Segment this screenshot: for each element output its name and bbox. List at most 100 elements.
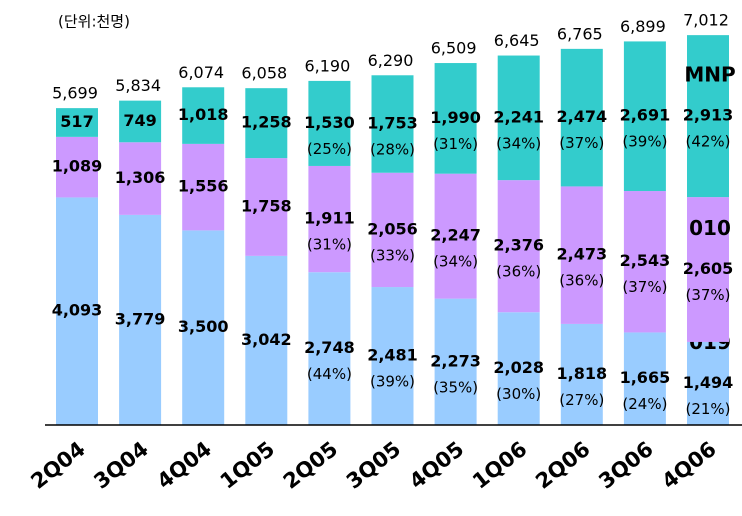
x-tick-label: 2Q06 [531, 437, 594, 494]
bar-segment [56, 108, 98, 137]
total-label: 6,058 [241, 64, 287, 83]
value-label: 1,753 [367, 114, 418, 133]
bar-segment [623, 332, 666, 425]
total-label: 6,765 [557, 24, 603, 43]
value-label: 1,990 [430, 108, 481, 127]
share-label: (34%) [496, 134, 541, 152]
bar-segment [623, 191, 666, 333]
value-label: 2,473 [556, 245, 607, 264]
x-tick-label: 1Q05 [216, 437, 279, 494]
bar-segment [56, 136, 98, 198]
value-label: 2,474 [556, 107, 607, 126]
bar-segment [560, 48, 603, 187]
bar-segment [434, 298, 477, 425]
bar-segment [687, 197, 729, 342]
value-label: 1,665 [620, 368, 671, 387]
value-label: 3,779 [115, 309, 166, 328]
share-label: (37%) [559, 134, 604, 152]
total-label: 6,290 [368, 51, 414, 70]
value-label: 749 [123, 111, 156, 130]
value-label: 1,556 [178, 177, 229, 196]
bar-segment [245, 88, 288, 159]
x-tick-label: 2Q04 [26, 437, 89, 494]
bar-segment [245, 158, 288, 256]
share-label: (37%) [685, 286, 730, 304]
bar-segment [119, 142, 162, 215]
bar-segment [308, 272, 351, 425]
value-label: 2,241 [493, 107, 544, 126]
value-label: 2,605 [683, 259, 734, 278]
bar-segment [182, 230, 225, 425]
value-label: 2,481 [367, 346, 418, 365]
value-label: 3,042 [241, 330, 292, 349]
bar-segment [371, 75, 414, 173]
bar-segment [434, 173, 477, 299]
bar-segment [434, 63, 477, 174]
bar-segment [308, 80, 351, 166]
value-label: 2,913 [683, 106, 734, 125]
value-label: 1,494 [683, 373, 734, 392]
share-label: (42%) [685, 133, 730, 151]
bar-segment [687, 341, 729, 425]
value-label: 4,093 [52, 301, 103, 320]
x-tick-label: 1Q06 [468, 437, 531, 494]
bar-segment [371, 287, 414, 425]
x-tick-label: 4Q04 [153, 437, 216, 494]
value-label: 2,273 [430, 351, 481, 370]
share-label: (37%) [622, 278, 667, 296]
bar-segment [497, 180, 540, 313]
share-label: (30%) [496, 385, 541, 403]
share-label: (25%) [307, 140, 352, 158]
bar-segment [623, 41, 666, 192]
value-label: 517 [60, 112, 93, 131]
bar-segment [497, 312, 540, 425]
value-label: 2,543 [620, 251, 671, 270]
share-label: (36%) [559, 272, 604, 290]
value-label: 1,530 [304, 113, 355, 132]
bar-segment [497, 55, 540, 181]
value-label: 1,258 [241, 113, 292, 132]
share-label: (27%) [559, 391, 604, 409]
share-label: (33%) [370, 246, 415, 264]
share-label: (28%) [370, 141, 415, 159]
share-label: (21%) [685, 400, 730, 418]
bar-segment [245, 255, 288, 425]
total-label: 6,899 [620, 17, 666, 36]
share-label: (36%) [496, 263, 541, 281]
share-label: (24%) [622, 395, 667, 413]
total-label: 6,509 [431, 39, 477, 58]
bar-segment [119, 100, 162, 143]
bar-segment [308, 165, 351, 273]
value-label: 2,247 [430, 226, 481, 245]
value-label: 1,911 [304, 209, 355, 228]
bar-segment [371, 172, 414, 288]
value-label: 2,376 [493, 236, 544, 255]
value-label: 2,691 [620, 106, 671, 125]
total-label: 6,645 [494, 31, 540, 50]
x-tick-label: 3Q05 [342, 437, 405, 494]
value-label: 1,758 [241, 196, 292, 215]
bar-segment [687, 35, 729, 198]
value-label: 3,500 [178, 317, 229, 336]
share-label: (35%) [433, 378, 478, 396]
share-label: (31%) [307, 236, 352, 254]
total-label: 7,012 [683, 11, 729, 30]
total-label: 5,699 [52, 84, 98, 103]
total-label: 6,190 [304, 56, 350, 75]
value-label: 1,306 [115, 168, 166, 187]
share-label: (39%) [622, 133, 667, 151]
series-name: 010 [689, 216, 731, 240]
bar-segment [56, 197, 98, 425]
x-tick-label: 4Q06 [657, 437, 720, 494]
value-label: 1,818 [556, 364, 607, 383]
total-label: 5,834 [115, 76, 161, 95]
share-label: (39%) [370, 373, 415, 391]
total-label: 6,074 [178, 63, 224, 82]
value-label: 1,018 [178, 105, 229, 124]
x-tick-label: 3Q06 [594, 437, 657, 494]
bar-segment [182, 87, 225, 144]
share-label: (44%) [307, 365, 352, 383]
value-label: 1,089 [52, 157, 103, 176]
value-label: 2,748 [304, 338, 355, 357]
bar-segment [182, 143, 225, 231]
